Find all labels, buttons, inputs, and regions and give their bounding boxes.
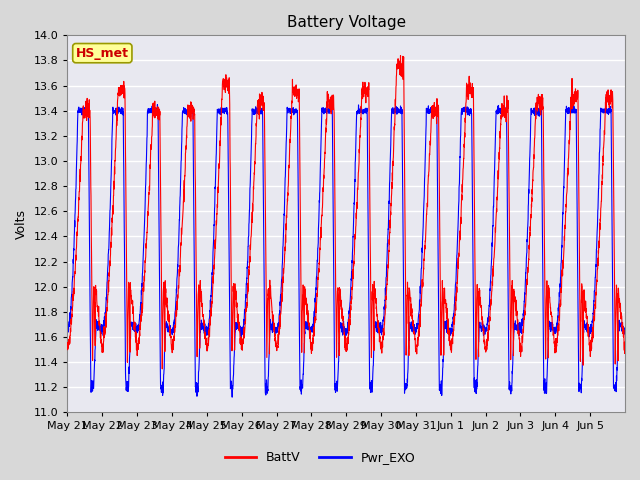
Pwr_EXO bbox=[621, 331, 629, 337]
Pwr_EXO bbox=[154, 102, 161, 108]
BattV bbox=[418, 286, 426, 291]
Pwr_EXO bbox=[615, 317, 623, 323]
BattV bbox=[159, 366, 166, 372]
BattV bbox=[63, 345, 71, 350]
Legend: BattV, Pwr_EXO: BattV, Pwr_EXO bbox=[220, 446, 420, 469]
Title: Battery Voltage: Battery Voltage bbox=[287, 15, 406, 30]
Pwr_EXO bbox=[178, 138, 186, 144]
BattV bbox=[621, 345, 629, 351]
Y-axis label: Volts: Volts bbox=[15, 209, 28, 239]
BattV bbox=[536, 99, 544, 105]
BattV bbox=[397, 53, 404, 59]
Line: Pwr_EXO: Pwr_EXO bbox=[67, 105, 625, 397]
Text: HS_met: HS_met bbox=[76, 47, 129, 60]
Pwr_EXO bbox=[63, 327, 71, 333]
Pwr_EXO bbox=[467, 107, 475, 113]
Pwr_EXO bbox=[418, 254, 426, 260]
Line: BattV: BattV bbox=[67, 56, 625, 369]
BattV bbox=[178, 229, 186, 235]
BattV bbox=[467, 85, 475, 91]
Pwr_EXO bbox=[503, 124, 511, 130]
BattV bbox=[615, 300, 623, 306]
BattV bbox=[503, 107, 511, 113]
Pwr_EXO bbox=[536, 106, 544, 111]
Pwr_EXO bbox=[228, 394, 236, 400]
